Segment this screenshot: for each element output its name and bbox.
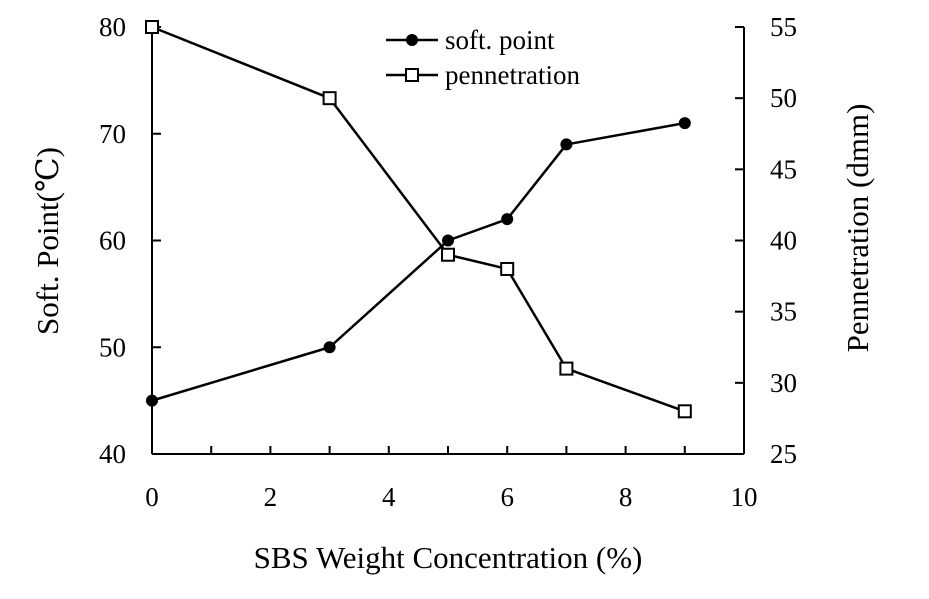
y-left-tick-label: 40 bbox=[99, 439, 126, 469]
x-tick-label: 6 bbox=[500, 482, 514, 512]
legend: soft. point pennetration bbox=[386, 25, 580, 90]
ticks: 0 2 4 6 8 10 40 50 60 70 80 25 30 35 40 45 50 55 bbox=[99, 12, 797, 512]
data-point-soft-point bbox=[323, 341, 336, 354]
y-right-tick-label: 50 bbox=[770, 83, 797, 113]
y-right-tick-label: 45 bbox=[770, 154, 797, 184]
y-left-tick-label: 60 bbox=[99, 226, 126, 256]
y-right-tick-label: 35 bbox=[770, 297, 797, 327]
data-point-soft-point bbox=[560, 138, 573, 151]
data-point-pennetration bbox=[441, 247, 455, 262]
data-point-pennetration bbox=[500, 261, 515, 276]
legend-label-soft-point: soft. point bbox=[445, 25, 555, 55]
y-right-tick-label: 25 bbox=[770, 439, 797, 469]
legend-marker-soft-point bbox=[406, 34, 418, 46]
x-tick-label: 2 bbox=[264, 482, 278, 512]
series-layer bbox=[145, 20, 692, 419]
data-point-soft-point bbox=[146, 394, 158, 407]
legend-label-pennetration: pennetration bbox=[445, 60, 580, 90]
data-point-soft-point bbox=[678, 117, 691, 130]
series-line-soft-point bbox=[151, 121, 686, 402]
x-tick-label: 4 bbox=[382, 482, 396, 512]
data-point-pennetration bbox=[145, 20, 159, 34]
x-axis-title: SBS Weight Concentration (%) bbox=[254, 540, 643, 575]
data-point-soft-point bbox=[442, 234, 454, 247]
data-point-pennetration bbox=[677, 404, 692, 419]
series-line-pennetration bbox=[151, 25, 686, 413]
y-left-tick-label: 80 bbox=[99, 12, 126, 42]
data-point-pennetration bbox=[559, 361, 574, 376]
y-right-tick-label: 40 bbox=[770, 226, 797, 256]
x-tick-label: 0 bbox=[145, 482, 159, 512]
y-right-tick-label: 55 bbox=[770, 12, 797, 42]
x-tick-label: 8 bbox=[619, 482, 633, 512]
y-right-axis-title: Pennetration (dmm) bbox=[840, 104, 875, 353]
y-left-tick-label: 70 bbox=[99, 119, 126, 149]
x-tick-label: 10 bbox=[731, 482, 758, 512]
y-left-tick-label: 50 bbox=[99, 332, 126, 362]
legend-marker-pennetration bbox=[405, 68, 419, 82]
data-point-pennetration bbox=[322, 91, 337, 106]
y-left-axis-title: Soft. Point(℃) bbox=[30, 147, 65, 335]
y-right-tick-label: 30 bbox=[770, 368, 797, 398]
data-point-soft-point bbox=[501, 213, 514, 226]
